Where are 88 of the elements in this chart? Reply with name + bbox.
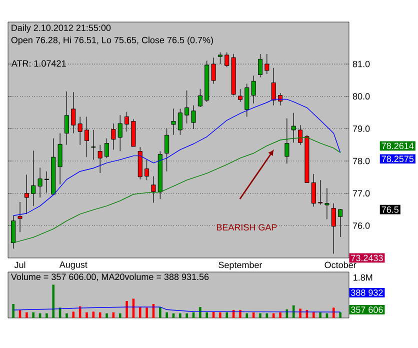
bar: [12, 304, 14, 318]
bar: [299, 308, 302, 318]
bar: [206, 312, 208, 318]
bar: [86, 312, 88, 318]
x-tick-label: August: [59, 262, 88, 270]
bar: [92, 312, 95, 318]
text: 388 932: [351, 289, 383, 296]
candlestick: [91, 130, 96, 160]
candlestick: [284, 118, 290, 164]
candlestick: [191, 105, 196, 130]
bar: [166, 312, 168, 318]
x-tick-label: Jul: [14, 262, 26, 268]
y-tick-label: 79.0: [352, 125, 370, 132]
candlestick: [178, 108, 182, 136]
annotation: BEARISH GAP: [216, 224, 277, 230]
candlestick: [31, 150, 36, 206]
bar: [66, 313, 68, 318]
y-tick-label: 80.0: [352, 93, 370, 100]
bar: [219, 312, 222, 318]
annotation: ATR: 1.07421: [11, 60, 66, 67]
candlestick: [324, 188, 330, 220]
candlestick: [298, 124, 303, 146]
candlestick: [238, 88, 242, 102]
text: 78.2575: [382, 156, 414, 162]
candlestick: [271, 68, 276, 106]
bar: [72, 312, 75, 318]
candlestick: [104, 138, 110, 158]
line-series: [12, 137, 341, 244]
candlestick: [144, 159, 150, 180]
candlestick: [84, 116, 89, 158]
bar: [199, 306, 202, 318]
candlestick: [64, 91, 69, 146]
text: 357 606: [351, 306, 383, 313]
bar: [32, 312, 34, 318]
candlestick: [164, 128, 170, 172]
bar: [179, 313, 182, 318]
candlestick: [244, 83, 250, 118]
candlestick: [278, 92, 283, 106]
bar: [159, 306, 162, 318]
chart-title: Daily 2.10.2012 21:55:00: [12, 24, 111, 33]
candlestick: [184, 90, 190, 124]
candlestick: [71, 92, 76, 134]
bar: [279, 312, 282, 318]
x-tick-label: September: [218, 262, 262, 270]
candlestick: [198, 88, 202, 108]
candlestick: [124, 112, 130, 132]
text: 76.5: [382, 206, 399, 213]
bar: [126, 300, 128, 318]
bar: [52, 284, 55, 318]
text: 1.8M: [354, 274, 372, 281]
bar: [259, 313, 262, 318]
candlestick: [44, 171, 49, 193]
bar: [339, 312, 342, 318]
y-tick-label: 78.0: [352, 158, 370, 164]
text: Open 76.28, Hi 76.51, Lo 75.65, Close 76.5 (0.7%): [11, 36, 213, 46]
bar: [146, 308, 148, 318]
candlestick: [171, 108, 176, 136]
y-tick-label: 76.0: [352, 222, 370, 229]
candlestick: [98, 144, 102, 174]
bar: [226, 312, 228, 318]
candlestick: [331, 203, 336, 254]
bar: [332, 308, 335, 318]
chart-title: Volume = 357 606.00, MA20volume = 388 931.56: [10, 273, 209, 282]
text: 78.2614: [382, 142, 414, 150]
bar: [26, 312, 28, 318]
bar: [139, 306, 142, 318]
candlestick: [24, 174, 29, 214]
bar: [186, 313, 188, 318]
candlestick: [311, 174, 316, 207]
candlestick: [151, 176, 156, 204]
candlestick: [291, 112, 296, 143]
text: 73.2433: [351, 254, 383, 262]
candlestick: [318, 180, 323, 205]
candlestick: [264, 54, 270, 74]
y-tick-label: 77.0: [352, 190, 370, 197]
candlestick: [111, 123, 116, 150]
candlestick: [218, 52, 222, 64]
candlestick: [78, 116, 82, 146]
candlestick: [38, 167, 42, 198]
candlestick: [118, 114, 122, 152]
y-tick-label: 81.0: [352, 60, 370, 68]
bar: [239, 310, 242, 318]
bar: [106, 313, 108, 318]
x-tick-label: October: [324, 262, 356, 268]
candlestick: [58, 132, 62, 185]
candlestick: [251, 75, 256, 104]
bar: [319, 312, 322, 318]
bar: [46, 313, 48, 318]
